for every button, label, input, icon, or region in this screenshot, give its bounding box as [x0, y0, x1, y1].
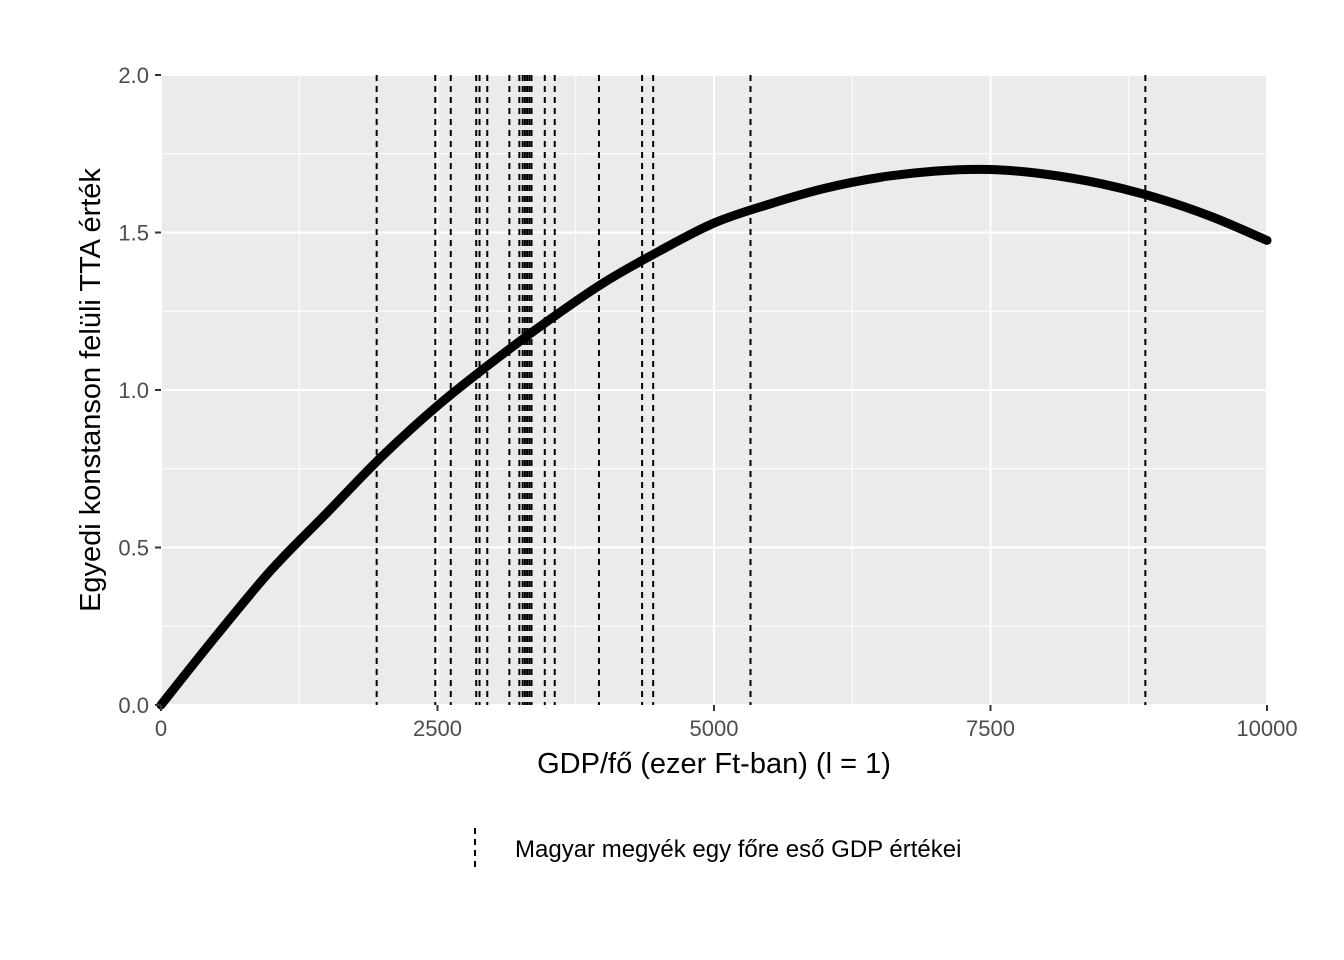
x-axis-title: GDP/fő (ezer Ft-ban) (l = 1)	[537, 748, 891, 780]
y-tick-label: 0.0	[118, 693, 149, 718]
y-tick-label: 1.0	[118, 378, 149, 403]
legend: Magyar megyék egy főre eső GDP értékei	[474, 828, 961, 870]
y-axis-title: Egyedi konstanson felüli TTA érték	[75, 168, 107, 612]
x-tick-label: 2500	[413, 716, 462, 741]
y-axis: 0.0 0.5 1.0 1.5 2.0	[118, 63, 161, 718]
y-tick-label: 2.0	[118, 63, 149, 88]
y-tick-label: 0.5	[118, 536, 149, 561]
x-tick-label: 5000	[690, 716, 739, 741]
x-tick-label: 7500	[966, 716, 1015, 741]
tta-curve-line	[156, 164, 1272, 710]
x-axis: 0 2500 5000 7500 10000	[155, 705, 1298, 741]
y-tick-label: 1.5	[118, 221, 149, 246]
gdp-reference-lines	[375, 75, 1147, 705]
x-tick-label: 10000	[1236, 716, 1297, 741]
x-tick-label: 0	[155, 716, 167, 741]
legend-label: Magyar megyék egy főre eső GDP értékei	[515, 836, 961, 863]
